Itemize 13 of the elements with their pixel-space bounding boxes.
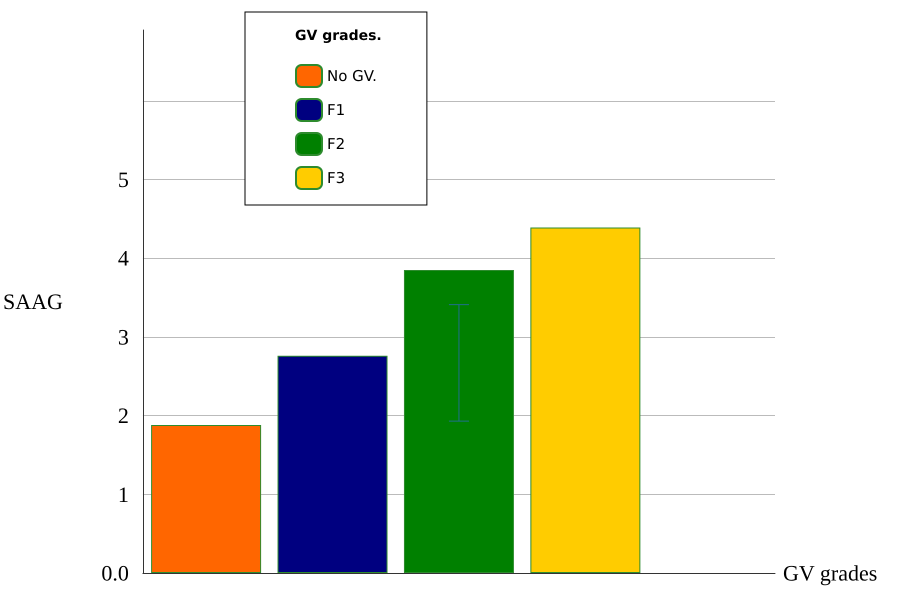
legend-label: F1	[327, 101, 346, 119]
y-axis-title: SAAG	[2, 289, 64, 314]
y-tick-label: 3	[118, 324, 129, 350]
y-tick-label: 1	[118, 482, 129, 507]
y-tick-label: 0.0	[101, 560, 129, 586]
x-axis-title: GV grades	[783, 560, 878, 586]
legend-label: F2	[327, 135, 346, 153]
legend-title: GV grades.	[295, 28, 382, 44]
y-tick-label: 2	[118, 403, 129, 428]
legend-label: F3	[327, 169, 346, 187]
y-tick-label: 4	[118, 246, 129, 271]
legend-label: No GV.	[327, 67, 377, 85]
y-tick-label: 5	[118, 167, 129, 192]
